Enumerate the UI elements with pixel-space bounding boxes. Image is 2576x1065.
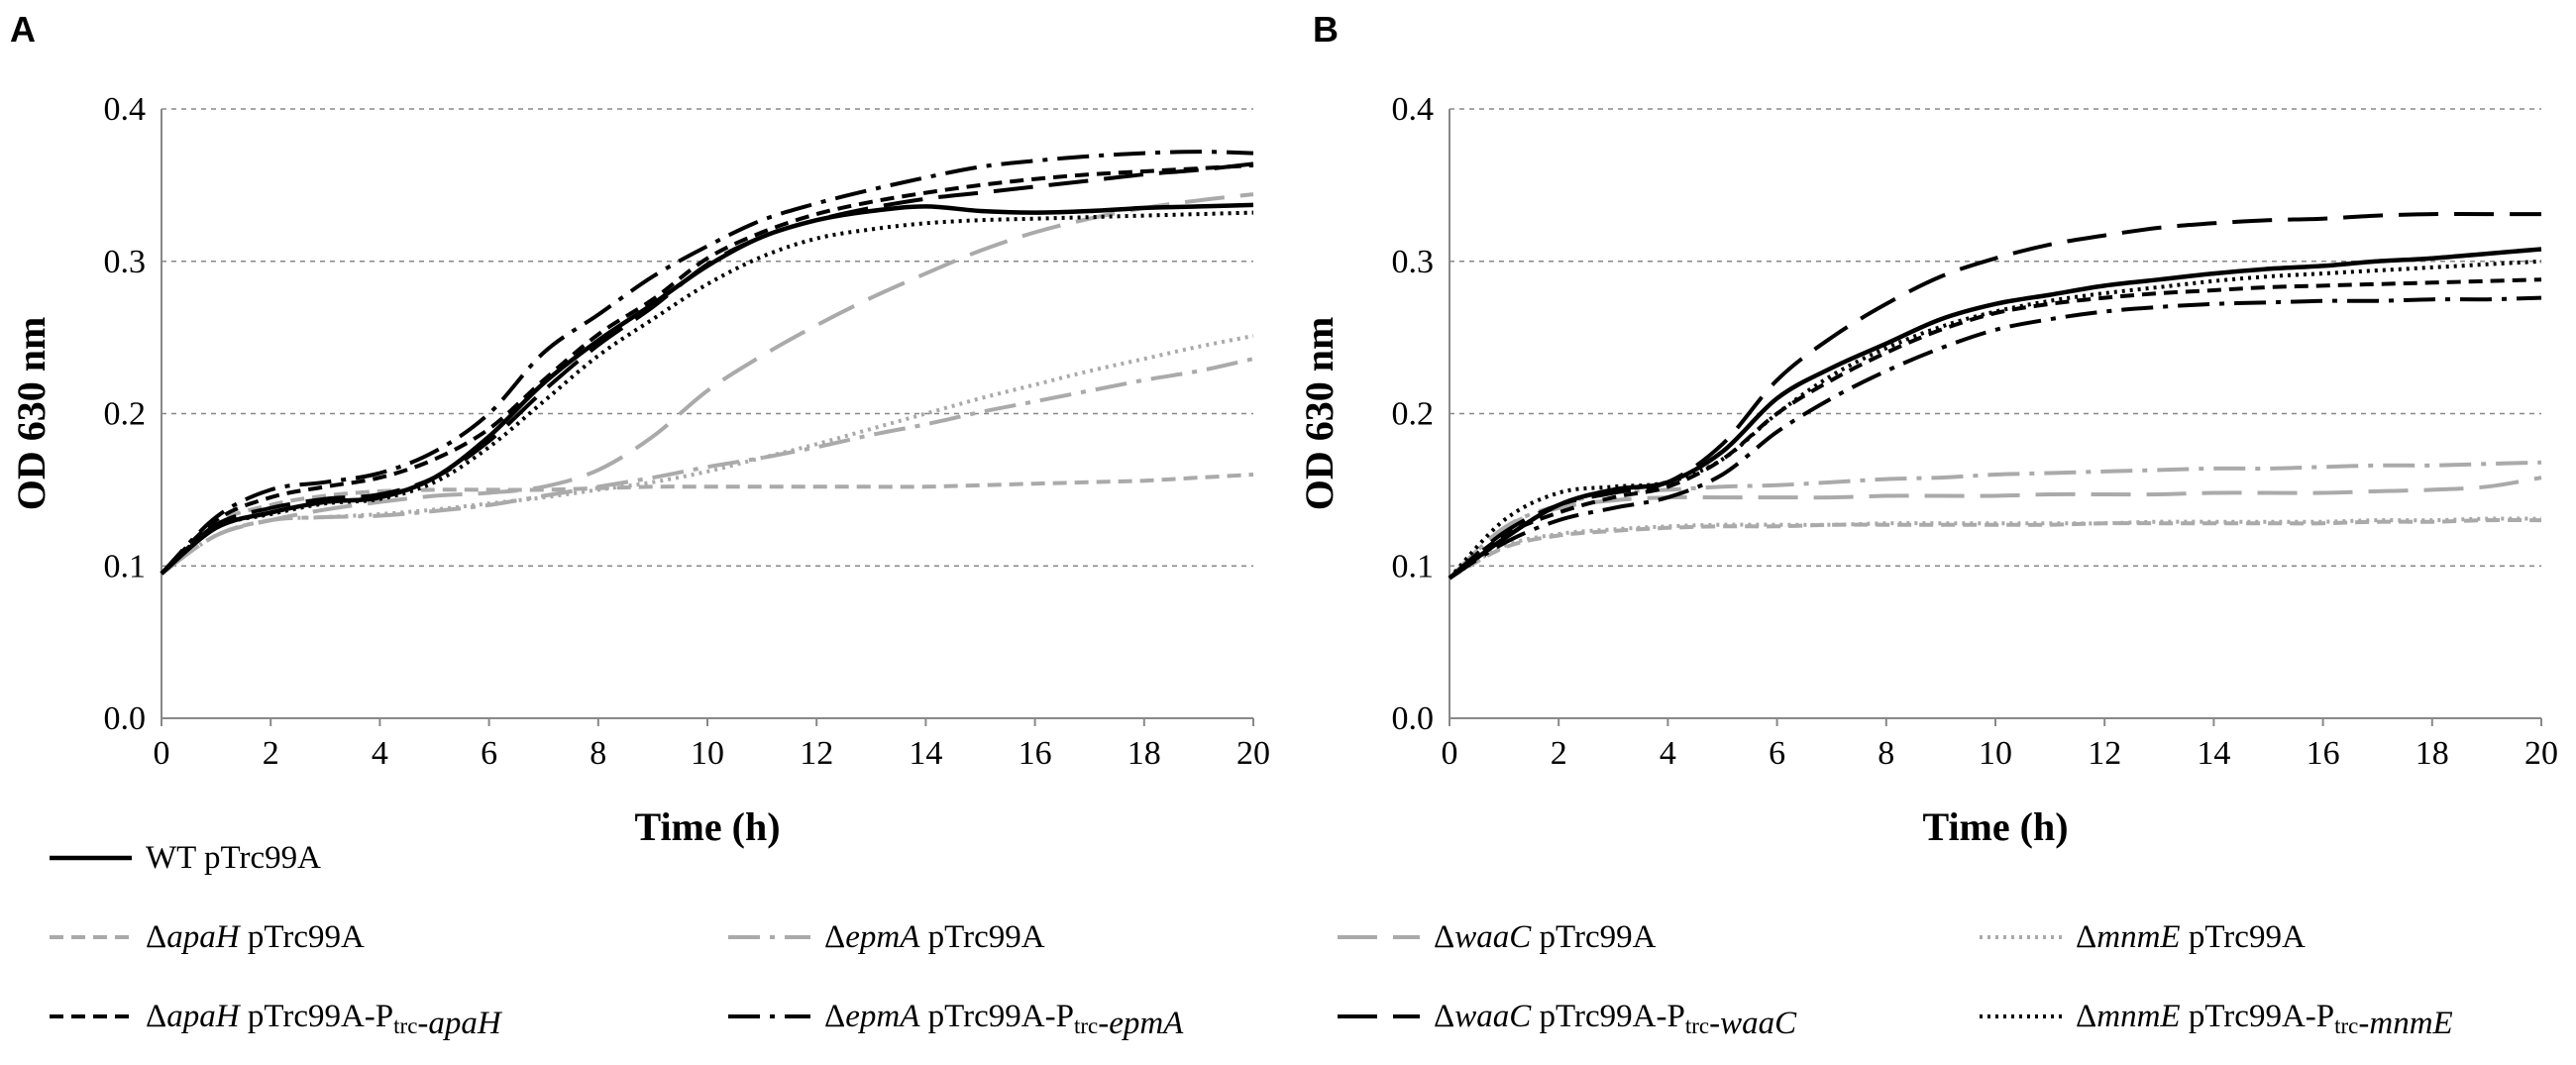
- legend-label-epma: ΔepmA pTrc99A: [824, 919, 1045, 955]
- series-line-b-epma-c: [1448, 295, 2542, 581]
- y-tick-label-b: 0.3: [1392, 244, 1435, 280]
- y-tick-label-a: 0.3: [104, 244, 147, 280]
- x-tick-label-a: 10: [691, 735, 724, 772]
- x-tick-label-b: 20: [2524, 735, 2558, 772]
- panel-b-chart: 0.0 0.1 0.2 0.3 0.4 0 2 4 6 8 10 12 14 16 18 20 Time (h)…: [1297, 91, 2558, 849]
- x-tick-label-b: 14: [2197, 735, 2230, 772]
- legend: WT pTrc99A ΔapaH pTrc99A ΔepmA pTrc99A Δwaa…: [50, 840, 2453, 1041]
- y-tick-label-b: 0.2: [1392, 396, 1435, 433]
- y-tick-label-a: 0.0: [104, 700, 147, 737]
- x-tick-label-b: 6: [1769, 735, 1785, 772]
- series-line-b-mnme: [1448, 516, 2542, 581]
- panel-b-label: B: [1313, 9, 1339, 50]
- series-line-b-wt: [1448, 247, 2542, 581]
- x-tick-label-a: 14: [909, 735, 942, 772]
- legend-label-epma-c: ΔepmA pTrc99A-Ptrc-epmA: [824, 999, 1184, 1041]
- y-tick-label-b: 0.0: [1392, 700, 1435, 737]
- panel-a-label: A: [10, 9, 36, 50]
- series-line-b-waac: [1448, 476, 2542, 580]
- series-line-a-epma-c: [160, 150, 1254, 576]
- legend-label-waac: ΔwaaC pTrc99A: [1434, 919, 1657, 955]
- y-tick-label-a: 0.4: [104, 91, 147, 128]
- legend-label-waac-c: ΔwaaC pTrc99A-Ptrc-waaC: [1434, 999, 1797, 1041]
- legend-label-mnme-c: ΔmnmE pTrc99A-Ptrc-mnmE: [2076, 999, 2453, 1041]
- x-tick-label-a: 12: [800, 735, 833, 772]
- series-line-a-waac: [160, 192, 1254, 576]
- legend-label-mnme: ΔmnmE pTrc99A: [2076, 919, 2306, 955]
- x-tick-label-a: 4: [372, 735, 388, 772]
- series-line-b-waac-c: [1448, 211, 2541, 581]
- x-tick-label-b: 10: [1979, 735, 2012, 772]
- x-axis-title-a: Time (h): [634, 804, 780, 849]
- y-axis-title-a: OD 630 nm: [9, 317, 54, 511]
- y-tick-label-b: 0.4: [1392, 91, 1435, 128]
- series-line-b-apah: [1449, 518, 2542, 581]
- y-tick-label-a: 0.1: [104, 548, 147, 585]
- x-tick-label-a: 20: [1236, 735, 1270, 772]
- series-line-a-mnme: [160, 334, 1254, 576]
- legend-label-apah-c: ΔapaH pTrc99A-Ptrc-apaH: [146, 999, 503, 1041]
- x-tick-label-b: 2: [1551, 735, 1567, 772]
- y-tick-label-b: 0.1: [1392, 548, 1435, 585]
- x-tick-label-b: 0: [1442, 735, 1458, 772]
- series-line-b-apah-c: [1448, 277, 2542, 581]
- legend-label-apah: ΔapaH pTrc99A: [146, 919, 365, 955]
- series-line-b-mnme-c: [1448, 259, 2542, 580]
- x-tick-label-b: 18: [2415, 735, 2449, 772]
- x-tick-label-a: 16: [1019, 735, 1052, 772]
- panel-a-chart: 0.0 0.1 0.2 0.3 0.4 0 2 4 6 8 10 12 14 16 18 20 Time (h)…: [9, 91, 1270, 849]
- x-tick-label-a: 6: [481, 735, 497, 772]
- series-line-a-waac-c: [160, 161, 1254, 576]
- x-tick-label-a: 0: [154, 735, 170, 772]
- x-tick-label-b: 8: [1878, 735, 1894, 772]
- legend-label-wt: WT pTrc99A: [146, 840, 321, 876]
- series-line-a-epma: [160, 357, 1254, 576]
- x-tick-label-b: 4: [1660, 735, 1676, 772]
- x-tick-label-a: 18: [1127, 735, 1161, 772]
- x-tick-label-a: 8: [590, 735, 606, 772]
- y-axis-title-b: OD 630 nm: [1297, 317, 1342, 511]
- x-tick-label-a: 2: [263, 735, 279, 772]
- y-tick-label-a: 0.2: [104, 396, 147, 433]
- series-line-a-mnme-c: [160, 210, 1254, 576]
- x-tick-label-b: 16: [2307, 735, 2340, 772]
- series-line-a-apah-c: [160, 162, 1254, 576]
- x-axis-title-b: Time (h): [1922, 804, 2068, 849]
- series-line-a-apah: [160, 473, 1254, 576]
- x-tick-label-b: 12: [2088, 735, 2121, 772]
